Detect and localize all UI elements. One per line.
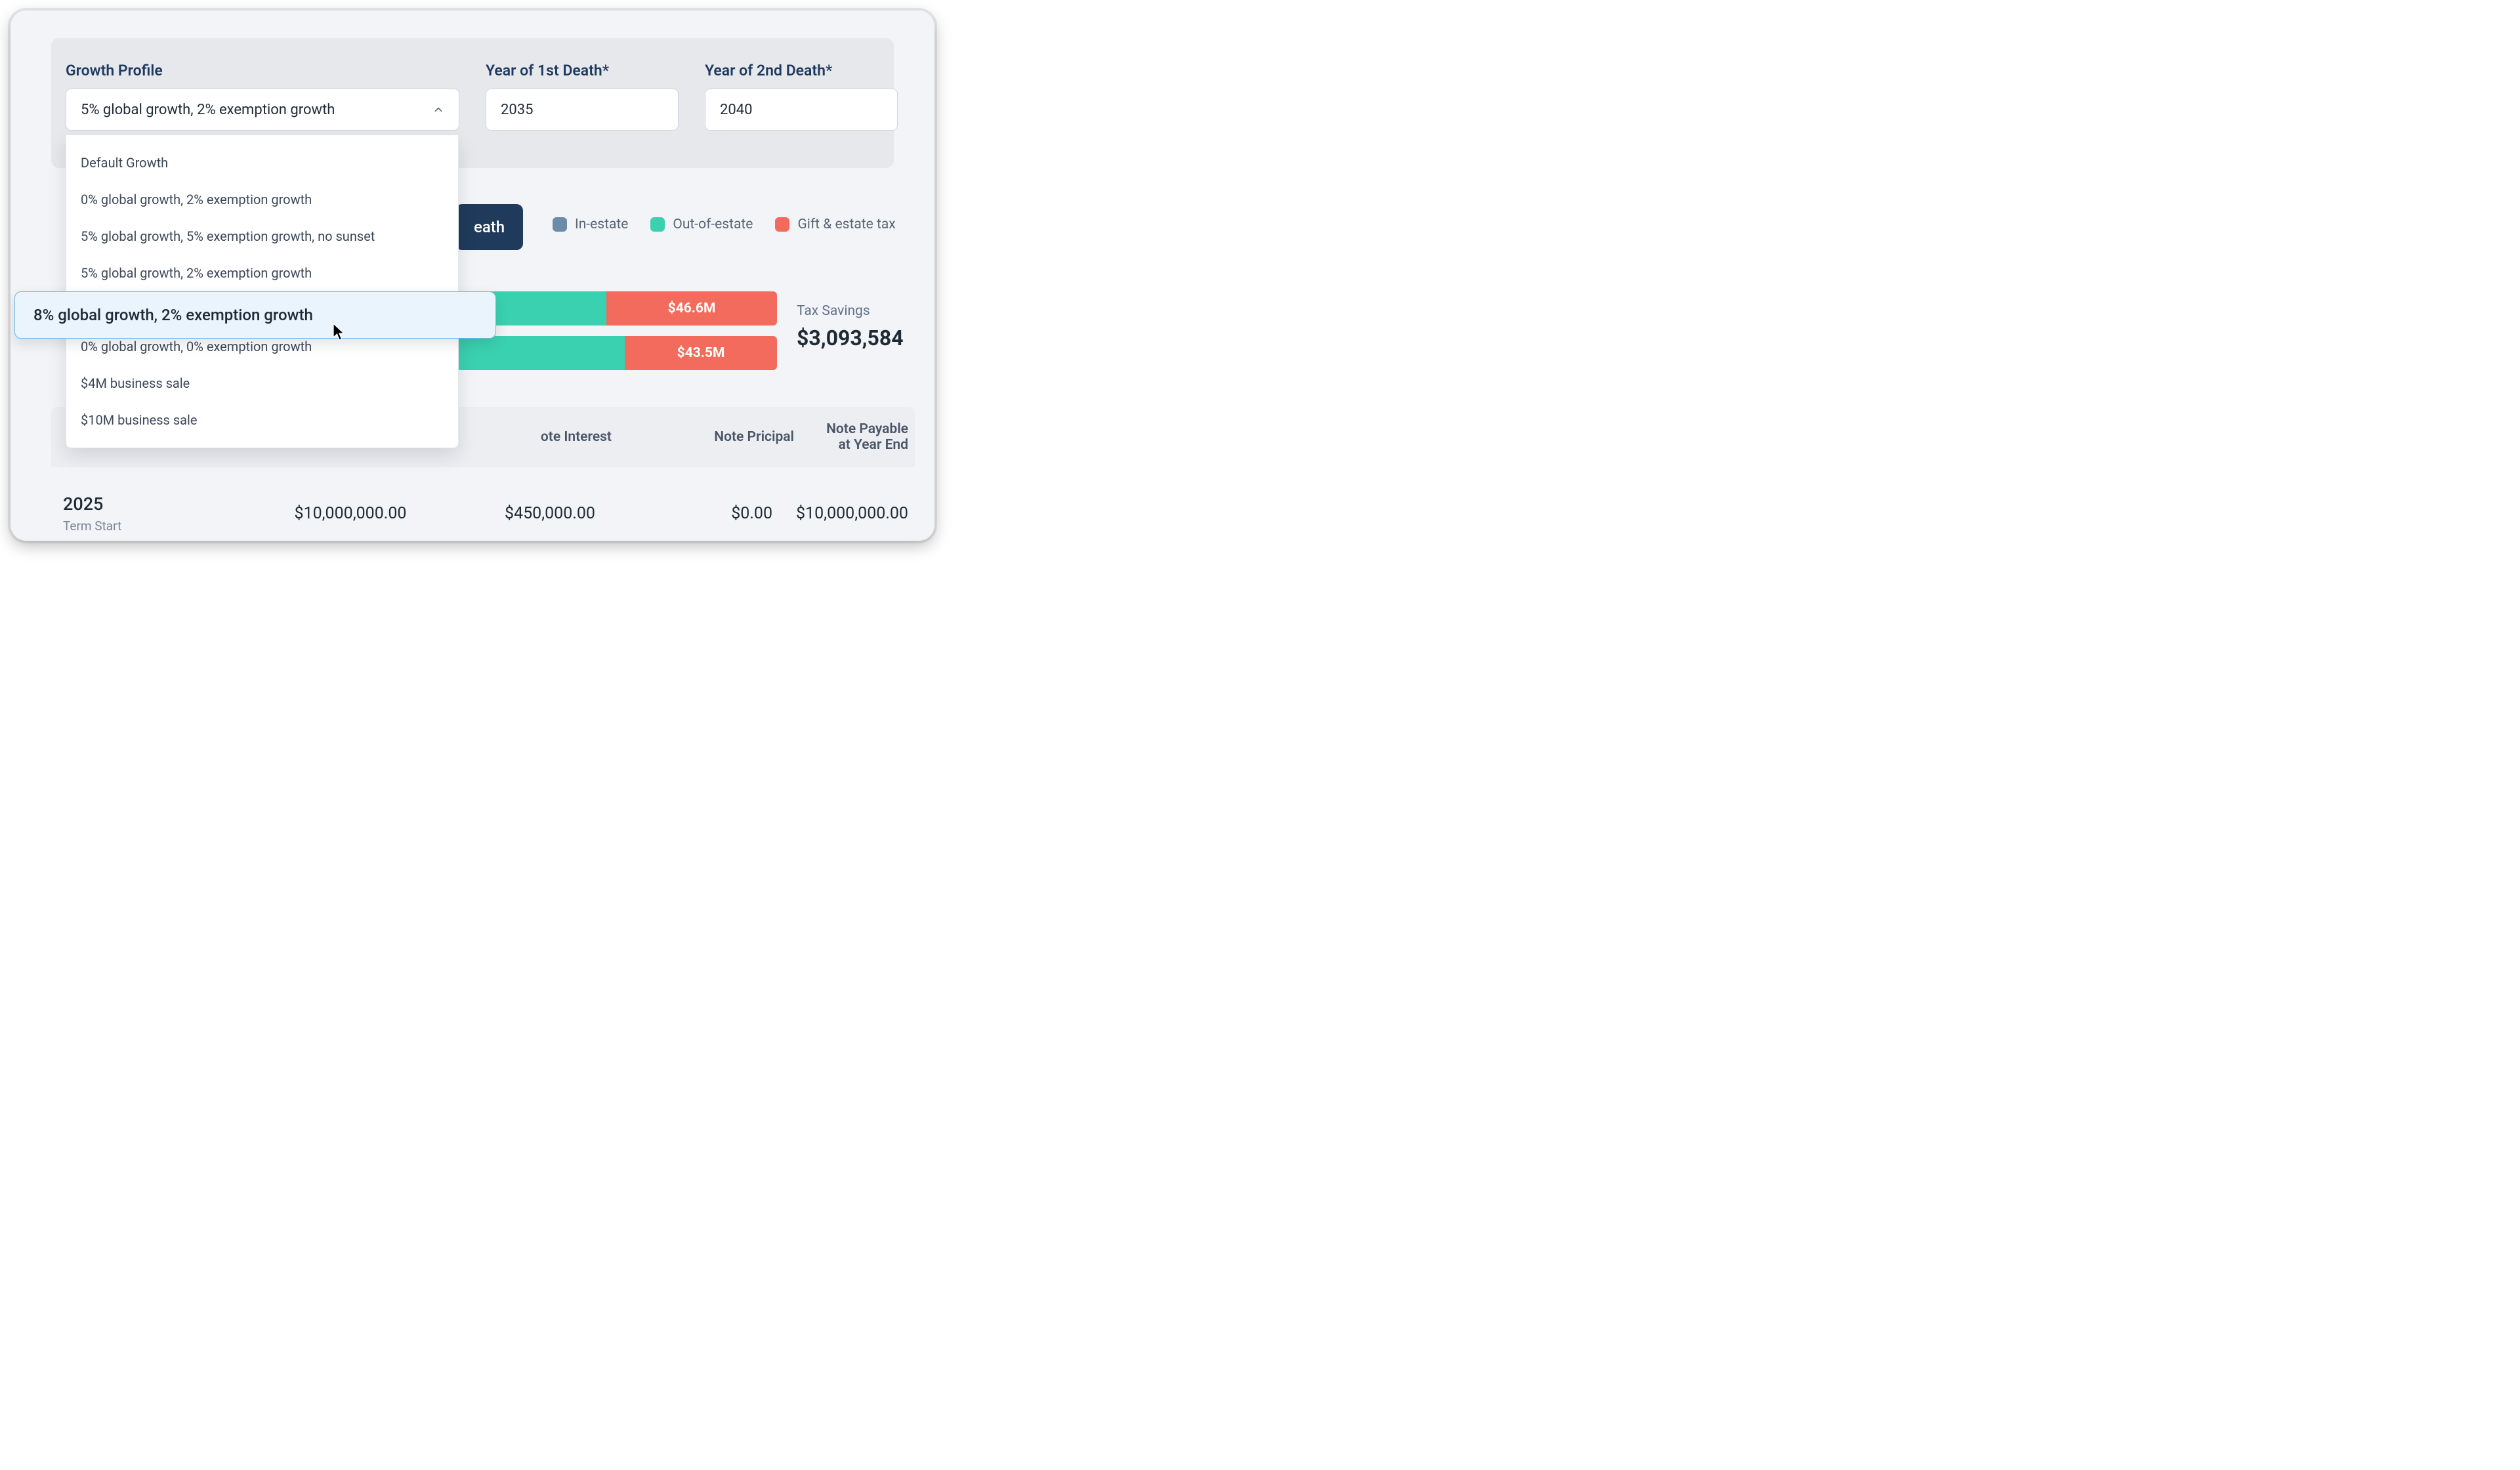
year-value: 2025 bbox=[63, 494, 203, 514]
legend-out-of-estate-label: Out-of-estate bbox=[673, 217, 753, 232]
option-default-growth[interactable]: Default Growth bbox=[66, 144, 458, 181]
death2-label: Year of 2nd Death* bbox=[705, 62, 898, 79]
cell-year: 2025 Term Start bbox=[51, 494, 215, 534]
death1-label: Year of 1st Death* bbox=[486, 62, 679, 79]
swatch-in-estate-icon bbox=[553, 217, 567, 232]
table-row: 2025 Term Start $10,000,000.00 $450,000.… bbox=[51, 467, 915, 534]
option-0pct-2pct[interactable]: 0% global growth, 2% exemption growth bbox=[66, 181, 458, 218]
year-sub: Term Start bbox=[63, 518, 203, 534]
bar1-tax: $46.6M bbox=[606, 291, 777, 326]
chart-legend: In-estate Out-of-estate Gift & estate ta… bbox=[553, 217, 896, 232]
growth-profile-label: Growth Profile bbox=[66, 62, 459, 79]
option-5pct-5pct-no-sunset[interactable]: 5% global growth, 5% exemption growth, n… bbox=[66, 218, 458, 255]
growth-profile-selected: 5% global growth, 2% exemption growth bbox=[81, 102, 335, 118]
death2-value: 2040 bbox=[720, 102, 752, 118]
cell-payable: $10,000,000.00 bbox=[784, 504, 915, 523]
tax-savings-label: Tax Savings bbox=[797, 303, 904, 319]
death-toggle-button[interactable]: eath bbox=[455, 204, 523, 250]
swatch-out-of-estate-icon bbox=[650, 217, 665, 232]
death1-input[interactable]: 2035 bbox=[486, 89, 679, 131]
death1-field: Year of 1st Death* 2035 bbox=[486, 62, 679, 168]
growth-profile-select[interactable]: 5% global growth, 2% exemption growth bbox=[66, 89, 459, 131]
bar1-tax-label: $46.6M bbox=[668, 301, 716, 316]
bar2-tax-label: $43.5M bbox=[677, 345, 725, 361]
option-4m-sale[interactable]: $4M business sale bbox=[66, 365, 458, 402]
tax-savings: Tax Savings $3,093,584 bbox=[797, 303, 904, 350]
option-10m-sale[interactable]: $10M business sale bbox=[66, 402, 458, 438]
option-8pct-2pct-label: 8% global growth, 2% exemption growth bbox=[33, 306, 313, 324]
legend-gift-tax: Gift & estate tax bbox=[775, 217, 895, 232]
cell-interest: $450,000.00 bbox=[418, 504, 606, 523]
legend-gift-tax-label: Gift & estate tax bbox=[797, 217, 895, 232]
swatch-gift-tax-icon bbox=[775, 217, 789, 232]
th-payable: Note Payable at Year End bbox=[806, 421, 915, 453]
tax-savings-value: $3,093,584 bbox=[797, 326, 904, 350]
th-principal: Note Pricipal bbox=[623, 429, 806, 445]
legend-in-estate: In-estate bbox=[553, 217, 628, 232]
cursor-icon bbox=[332, 323, 346, 341]
legend-out-of-estate: Out-of-estate bbox=[650, 217, 753, 232]
death2-input[interactable]: 2040 bbox=[705, 89, 898, 131]
cell-assets: $10,000,000.00 bbox=[215, 504, 419, 523]
legend-in-estate-label: In-estate bbox=[575, 217, 628, 232]
death1-value: 2035 bbox=[501, 102, 533, 118]
death-toggle-text: eath bbox=[474, 218, 505, 236]
app-frame: Growth Profile 5% global growth, 2% exem… bbox=[10, 10, 934, 541]
chevron-up-icon bbox=[432, 104, 444, 116]
option-5pct-2pct[interactable]: 5% global growth, 2% exemption growth bbox=[66, 255, 458, 291]
bar2-tax: $43.5M bbox=[625, 336, 777, 370]
option-8pct-2pct-hover[interactable]: 8% global growth, 2% exemption growth bbox=[14, 291, 496, 339]
death2-field: Year of 2nd Death* 2040 bbox=[705, 62, 898, 168]
cell-principal: $0.00 bbox=[607, 504, 784, 523]
